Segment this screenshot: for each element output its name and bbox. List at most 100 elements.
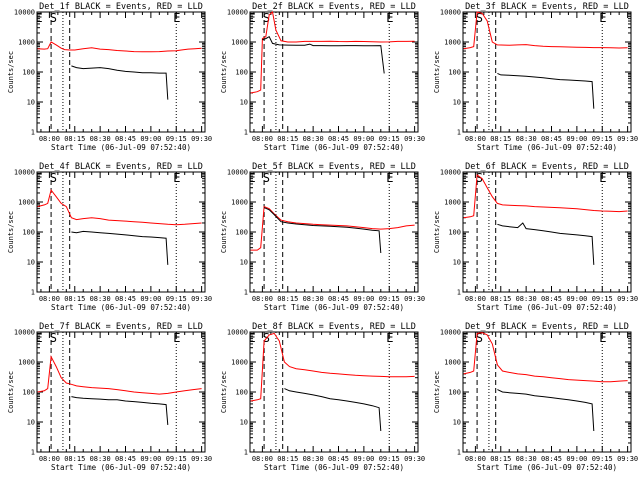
y-tick-label: 10000 — [227, 9, 248, 17]
plot-frame — [36, 331, 206, 453]
events-series-line — [262, 36, 385, 74]
x-tick-label: 08:30 — [303, 295, 324, 303]
x-tick-label: 08:45 — [328, 135, 349, 143]
marker-label: E — [599, 11, 606, 25]
x-tick-label: 08:00 — [252, 135, 273, 143]
y-axis-label: Counts/sec — [220, 211, 228, 253]
marker-label: E — [35, 331, 42, 345]
y-tick-label: 1 — [457, 289, 461, 297]
x-tick-label: 08:15 — [490, 135, 511, 143]
y-axis-label: Counts/sec — [7, 371, 15, 413]
x-axis-label: Start Time (06-Jul-09 07:52:40) — [51, 143, 191, 152]
plot-frame — [36, 11, 206, 133]
y-tick-label: 1 — [31, 129, 35, 137]
y-tick-label: 1000 — [231, 359, 248, 367]
panel-title: Det_3f BLACK = Events, RED = LLD — [465, 2, 629, 12]
y-axis-label: Counts/sec — [433, 371, 441, 413]
y-tick-label: 10 — [240, 419, 248, 427]
y-tick-label: 1000 — [444, 359, 461, 367]
panel-title: Det_1f BLACK = Events, RED = LLD — [39, 2, 203, 12]
panel-9: Det_9f BLACK = Events, RED = LLD 1 10 100 10… — [433, 322, 638, 472]
plot-frame — [249, 11, 419, 133]
x-tick-label: 08:00 — [252, 295, 273, 303]
y-tick-label: 1000 — [444, 199, 461, 207]
x-tick-label: 08:30 — [516, 295, 537, 303]
y-tick-label: 100 — [22, 389, 35, 397]
panel-title: Det_8f BLACK = Events, RED = LLD — [252, 322, 416, 332]
panel-8: Det_8f BLACK = Events, RED = LLD 1 10 100 10… — [220, 322, 425, 472]
y-tick-label: 100 — [235, 229, 248, 237]
panel-title: Det_4f BLACK = Events, RED = LLD — [39, 162, 203, 172]
plot-frame — [462, 11, 632, 133]
x-tick-label: 09:00 — [566, 295, 587, 303]
x-axis-label: Start Time (06-Jul-09 07:52:40) — [264, 463, 404, 472]
x-axis-label: Start Time (06-Jul-09 07:52:40) — [51, 463, 191, 472]
x-tick-label: 09:30 — [617, 455, 638, 463]
y-tick-label: 10 — [453, 259, 461, 267]
lld-series-line — [250, 11, 415, 94]
events-series-line — [497, 72, 595, 109]
marker-label: E — [35, 11, 42, 25]
x-axis-label: Start Time (06-Jul-09 07:52:40) — [264, 303, 404, 312]
marker-label: E — [461, 171, 468, 185]
y-tick-label: 1000 — [444, 39, 461, 47]
lld-series-line — [37, 354, 202, 395]
marker-label: E — [248, 11, 255, 25]
marker-label: E — [173, 331, 180, 345]
marker-label: E — [35, 171, 42, 185]
events-series-line — [71, 396, 169, 425]
panel-title: Det_5f BLACK = Events, RED = LLD — [252, 162, 416, 172]
x-axis-label: Start Time (06-Jul-09 07:52:40) — [51, 303, 191, 312]
lld-series-line — [37, 41, 202, 53]
panel-title: Det_2f BLACK = Events, RED = LLD — [252, 2, 416, 12]
marker-label: S — [50, 11, 57, 25]
lld-series-line — [463, 173, 628, 219]
x-tick-label: 08:00 — [39, 455, 60, 463]
y-tick-label: 10 — [453, 99, 461, 107]
x-tick-label: 09:30 — [617, 135, 638, 143]
y-tick-label: 10000 — [14, 169, 35, 177]
x-tick-label: 08:45 — [328, 295, 349, 303]
marker-label: E — [386, 171, 393, 185]
y-tick-label: 1 — [31, 289, 35, 297]
y-tick-label: 100 — [448, 69, 461, 77]
events-series-line — [71, 230, 169, 265]
x-tick-label: 08:30 — [516, 135, 537, 143]
x-tick-label: 08:15 — [490, 455, 511, 463]
x-tick-label: 08:15 — [64, 295, 85, 303]
y-tick-label: 1000 — [231, 199, 248, 207]
y-axis-label: Counts/sec — [220, 51, 228, 93]
marker-label: S — [263, 171, 270, 185]
y-tick-label: 1 — [457, 449, 461, 457]
events-series-line — [71, 65, 169, 100]
x-axis-label: Start Time (06-Jul-09 07:52:40) — [477, 303, 617, 312]
events-series-line — [497, 222, 595, 265]
y-tick-label: 10000 — [14, 329, 35, 337]
x-tick-label: 08:30 — [90, 455, 111, 463]
x-tick-label: 08:00 — [465, 295, 486, 303]
y-axis-label: Counts/sec — [220, 371, 228, 413]
events-series-line — [263, 207, 382, 254]
x-tick-label: 09:15 — [379, 135, 400, 143]
x-tick-label: 09:15 — [592, 455, 613, 463]
marker-label: E — [173, 171, 180, 185]
panel-1: Det_1f BLACK = Events, RED = LLD 1 10 100 10… — [7, 2, 212, 152]
x-tick-label: 08:30 — [303, 135, 324, 143]
y-tick-label: 100 — [22, 229, 35, 237]
panel-2: Det_2f BLACK = Events, RED = LLD 1 10 100 10… — [220, 2, 425, 152]
x-tick-label: 09:15 — [379, 455, 400, 463]
marker-label: E — [461, 11, 468, 25]
panel-title: Det_6f BLACK = Events, RED = LLD — [465, 162, 629, 172]
x-tick-label: 09:15 — [166, 135, 187, 143]
y-tick-label: 100 — [448, 389, 461, 397]
y-tick-label: 1 — [457, 129, 461, 137]
x-tick-label: 08:45 — [115, 295, 136, 303]
lld-series-line — [463, 332, 628, 383]
events-series-line — [284, 388, 382, 432]
y-tick-label: 1000 — [18, 199, 35, 207]
y-axis-label: Counts/sec — [433, 211, 441, 253]
x-tick-label: 08:15 — [64, 455, 85, 463]
x-tick-label: 08:15 — [64, 135, 85, 143]
x-tick-label: 08:45 — [328, 455, 349, 463]
x-tick-label: 08:00 — [39, 295, 60, 303]
